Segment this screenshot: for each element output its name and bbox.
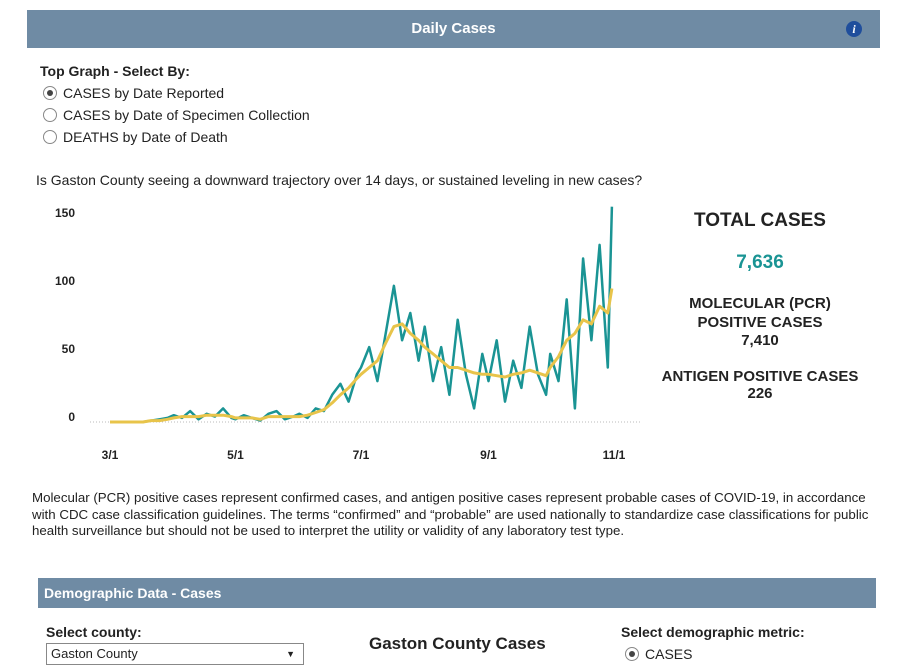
pcr-value: 7,410: [741, 332, 779, 349]
county-select[interactable]: Gaston County ▼: [46, 643, 304, 665]
y-tick-label: 150: [55, 206, 75, 220]
metric-option[interactable]: CASES: [625, 643, 692, 665]
radio-option[interactable]: CASES by Date Reported: [43, 82, 310, 104]
option-label: CASES by Date of Specimen Collection: [63, 107, 310, 123]
radio-option[interactable]: CASES by Date of Specimen Collection: [43, 104, 310, 126]
dropdown-arrow: ▼: [286, 649, 295, 659]
county-value: Gaston County: [51, 646, 138, 661]
x-tick-label: 3/1: [102, 448, 119, 462]
county-label: Select county:: [46, 624, 142, 640]
radio: [625, 647, 639, 661]
series-line: [110, 206, 614, 424]
y-tick-label: 0: [68, 410, 75, 424]
radio: [43, 86, 57, 100]
info-icon[interactable]: i: [846, 21, 862, 37]
radio: [43, 130, 57, 144]
selector-options: CASES by Date Reported CASES by Date of S…: [43, 82, 310, 148]
total-value: 7,636: [736, 252, 784, 273]
selector-label: Top Graph - Select By:: [40, 63, 190, 79]
option-label: DEATHS by Date of Death: [63, 129, 228, 145]
radio: [43, 108, 57, 122]
y-tick-label: 100: [55, 274, 75, 288]
pcr-label: MOLECULAR (PCR) POSITIVE CASES: [689, 295, 831, 331]
header-bar: Daily Cases i: [27, 10, 880, 48]
note: Molecular (PCR) positive cases represent…: [32, 490, 869, 538]
total-title: TOTAL CASES: [694, 210, 826, 231]
x-tick-label: 11/1: [603, 448, 626, 462]
totals: TOTAL CASES 7,636 MOLECULAR (PCR) POSITI…: [640, 210, 880, 402]
header-title: Daily Cases: [411, 20, 496, 37]
x-tick-label: 9/1: [480, 448, 497, 462]
question: Is Gaston County seeing a downward traje…: [36, 172, 643, 188]
demographic-chart-title: Gaston County Cases: [369, 634, 546, 653]
y-tick-label: 50: [62, 342, 76, 356]
chart: 0 50 100 150 3/1 5/1 7/1 9/1 11/1: [55, 206, 640, 462]
x-tick-label: 5/1: [227, 448, 244, 462]
option-label: CASES by Date Reported: [63, 85, 225, 101]
antigen-value: 226: [747, 385, 773, 402]
x-tick-label: 7/1: [353, 448, 370, 462]
metric-label: Select demographic metric:: [621, 624, 805, 640]
series-line: [110, 288, 614, 424]
metric-value: CASES: [645, 646, 693, 662]
demographic-bar: Demographic Data - Cases: [38, 578, 876, 608]
radio-option[interactable]: DEATHS by Date of Death: [43, 126, 310, 148]
antigen-label: ANTIGEN POSITIVE CASES: [661, 368, 859, 385]
